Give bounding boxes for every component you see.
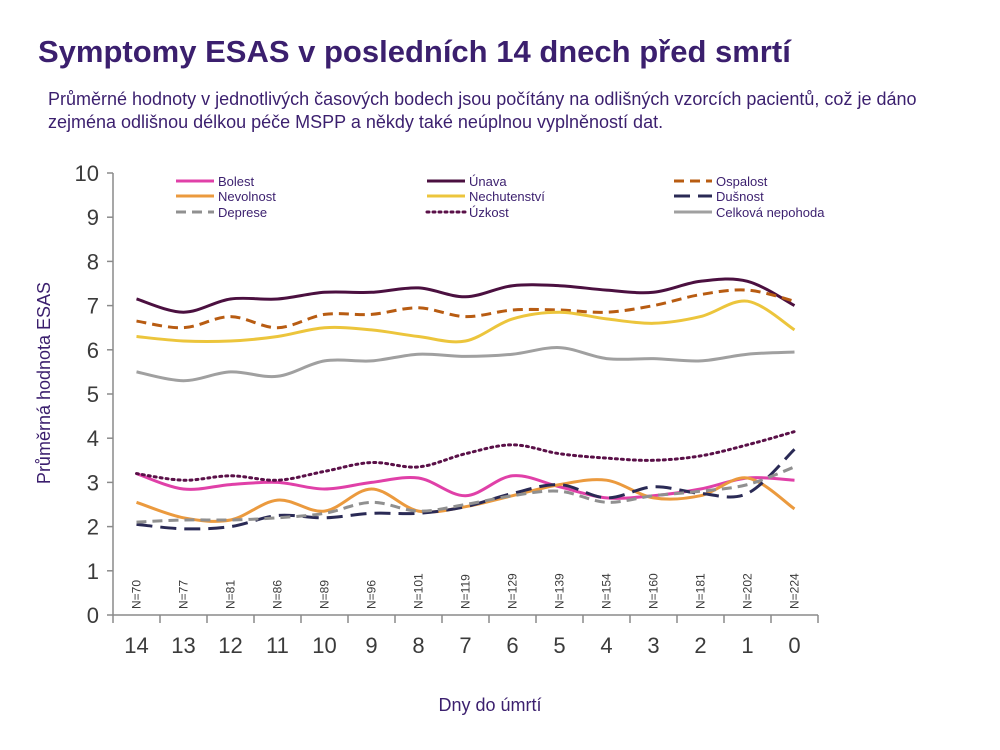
sample-size-label: N=160 <box>647 573 661 609</box>
y-tick-label: 6 <box>87 338 99 363</box>
y-tick-label: 5 <box>87 382 99 407</box>
sample-size-label: N=70 <box>130 580 144 609</box>
x-tick-label: 4 <box>600 633 612 658</box>
legend-label-uzkost: Úzkost <box>469 205 509 220</box>
chart-subtitle: Průměrné hodnoty v jednotlivých časových… <box>48 89 917 132</box>
x-tick-label: 8 <box>412 633 424 658</box>
x-tick-label: 3 <box>647 633 659 658</box>
sample-size-label: N=224 <box>788 573 802 609</box>
series-line-uzkost <box>135 430 796 482</box>
x-tick-label: 9 <box>365 633 377 658</box>
y-tick-label: 1 <box>87 559 99 584</box>
x-tick-label: 5 <box>553 633 565 658</box>
x-tick-label: 1 <box>741 633 753 658</box>
x-tick-label: 10 <box>312 633 336 658</box>
sample-size-label: N=129 <box>506 573 520 609</box>
legend-label-nechutenstvi: Nechutenství <box>469 189 545 204</box>
series-line-celkova-nepohoda <box>136 346 795 383</box>
sample-size-label: N=181 <box>694 573 708 609</box>
sample-size-label: N=154 <box>600 573 614 609</box>
legend-label-nevolnost: Nevolnost <box>218 189 276 204</box>
chart-title: Symptomy ESAS v posledních 14 dnech před… <box>38 34 791 69</box>
series-line-nechutenstvi <box>136 299 796 344</box>
sample-size-label: N=202 <box>741 573 755 609</box>
y-tick-labels: 0 1 2 3 4 5 6 7 8 9 10 <box>75 161 99 628</box>
x-tick-labels: 14 13 12 11 10 9 8 7 6 5 4 3 2 1 0 <box>124 633 800 658</box>
x-tick-label: 13 <box>171 633 195 658</box>
sample-size-labels: N=70 N=77 N=81 N=86 N=89 N=96 N=101 N=119 N=129 N… <box>130 573 802 609</box>
sample-size-label: N=96 <box>365 580 379 609</box>
legend-label-celkova-nepohoda: Celková nepohoda <box>716 205 825 220</box>
y-tick-label: 0 <box>87 603 99 628</box>
series-line-bolest <box>136 472 795 500</box>
series-line-nevolnost <box>136 476 796 523</box>
series-line-ospalost <box>136 288 795 330</box>
x-axis-title: Dny do úmrtí <box>438 695 541 715</box>
x-tick-label: 7 <box>459 633 471 658</box>
legend-label-unava: Únava <box>469 174 507 189</box>
x-tick-label: 11 <box>266 633 289 658</box>
series-lines <box>135 277 796 531</box>
sample-size-label: N=77 <box>177 580 191 609</box>
y-tick-label: 10 <box>75 161 99 186</box>
sample-size-label: N=139 <box>553 573 567 609</box>
x-tick-label: 6 <box>506 633 518 658</box>
sample-size-label: N=101 <box>412 573 426 609</box>
sample-size-label: N=89 <box>318 580 332 609</box>
x-tick-label: 2 <box>694 633 706 658</box>
legend-label-deprese: Deprese <box>218 205 267 220</box>
x-tick-label: 12 <box>218 633 242 658</box>
legend-label-bolest: Bolest <box>218 174 255 189</box>
legend-label-ospalost: Ospalost <box>716 174 768 189</box>
legend-label-dusnost: Dušnost <box>716 189 764 204</box>
sample-size-label: N=81 <box>224 580 238 609</box>
legend: Bolest Únava Ospalost Nevolnost Nechutenství… <box>176 174 825 220</box>
y-tick-label: 8 <box>87 249 99 274</box>
y-tick-label: 7 <box>87 294 99 319</box>
y-tick-label: 2 <box>87 515 99 540</box>
x-tick-label: 0 <box>788 633 800 658</box>
sample-size-label: N=86 <box>271 580 285 609</box>
y-axis-title: Průměrná hodnota ESAS <box>34 282 54 484</box>
chart-axes <box>107 172 819 623</box>
y-tick-label: 9 <box>87 205 99 230</box>
sample-size-label: N=119 <box>459 574 473 609</box>
x-tick-label: 14 <box>124 633 148 658</box>
series-line-unava <box>136 277 796 314</box>
y-tick-label: 3 <box>87 470 99 495</box>
y-tick-label: 4 <box>87 426 99 451</box>
